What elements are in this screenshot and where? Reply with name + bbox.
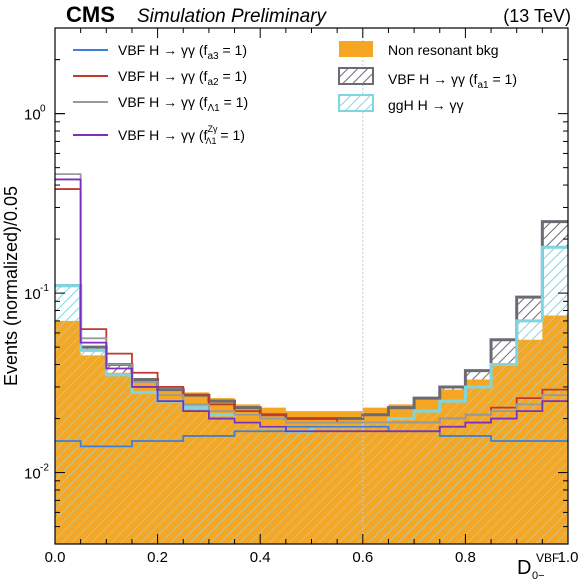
- x-tick-label: 0.0: [45, 549, 66, 566]
- energy-label: (13 TeV): [503, 6, 571, 26]
- status-label: Simulation Preliminary: [137, 6, 328, 27]
- x-axis-label-sup: VBF: [536, 551, 559, 565]
- cms-label: CMS: [66, 2, 115, 27]
- y-tick-label: 10 0: [24, 104, 46, 124]
- series-line-4: [55, 178, 568, 433]
- legend-bkg-swatch: [339, 41, 373, 57]
- legend-ggh-swatch: [338, 94, 374, 112]
- legend-bkg-label: Non resonant bkg: [388, 42, 499, 58]
- x-tick-label: 0.2: [147, 549, 168, 566]
- legend-vbf-swatch: [338, 67, 374, 85]
- y-tick-base: 10: [24, 286, 41, 303]
- plot-area: [55, 28, 568, 544]
- x-tick-label: 1.0: [558, 549, 579, 566]
- y-tick-label: 10 -1: [24, 283, 49, 303]
- y-tick-base: 10: [24, 107, 41, 124]
- legend-vbf-label: VBF H → γγ (fa1 = 1): [388, 71, 517, 91]
- x-tick-label: 0.6: [352, 549, 373, 566]
- x-tick-label: 0.8: [455, 549, 476, 566]
- y-tick-base: 10: [24, 466, 41, 483]
- legend-entry-label: VBF H → γγ (fa2 = 1): [118, 68, 247, 88]
- x-axis-label-sub: 0−: [532, 570, 545, 580]
- x-axis-label: D 0− VBF: [517, 551, 559, 580]
- legend: VBF H → γγ (fa3 = 1) VBF H → γγ (fa2 = 1)…: [73, 41, 517, 146]
- legend-entry-label: VBF H → γγ (fΛ1 = 1): [118, 94, 248, 114]
- y-tick-exp: -2: [40, 463, 49, 474]
- x-axis-label-main: D: [517, 557, 531, 579]
- legend-ggh-label: ggH H → γγ: [388, 97, 463, 113]
- legend-entry-label: VBF H → γγ (fZγ Λ1 = 1): [118, 124, 245, 146]
- x-tick-label: 0.4: [250, 549, 271, 566]
- y-tick-label: 10 -2: [24, 463, 49, 483]
- legend-entry-label: VBF H → γγ (fa3 = 1): [118, 42, 247, 62]
- y-axis-label: Events (normalized)/0.05: [1, 186, 21, 386]
- y-tick-exp: 0: [40, 104, 46, 115]
- y-tick-exp: -1: [40, 283, 49, 294]
